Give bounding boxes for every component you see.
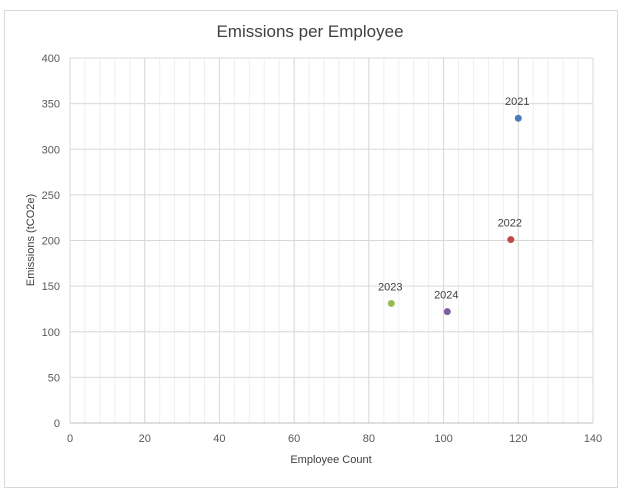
- y-tick-label: 250: [42, 190, 60, 202]
- scatter-point-2024: [443, 308, 451, 316]
- data-points: [387, 114, 522, 316]
- x-tick-label: 20: [139, 433, 151, 445]
- y-tick-label: 400: [42, 53, 60, 65]
- scatter-point-2023: [387, 299, 395, 307]
- chart-area: [4, 10, 618, 488]
- y-tick-label: 350: [42, 99, 60, 111]
- scatter-point-2021: [514, 114, 522, 122]
- y-tick-label: 300: [42, 144, 60, 156]
- x-tick-labels: 0 20 40 60 80 100 120 140: [67, 433, 602, 445]
- y-tick-label: 50: [48, 372, 60, 384]
- y-tick-label: 150: [42, 281, 60, 293]
- x-axis-title: Employee Count: [290, 454, 371, 466]
- scatter-point-2022: [507, 236, 515, 244]
- y-tick-label: 200: [42, 236, 60, 248]
- x-tick-label: 100: [434, 433, 452, 445]
- axis-lines: [69, 58, 593, 424]
- data-label-2024: 2024: [434, 290, 458, 302]
- x-tick-label: 140: [584, 433, 602, 445]
- data-label-2022: 2022: [498, 218, 522, 230]
- data-labels: 2021 2022 2023 2024: [378, 96, 529, 301]
- x-tick-label: 60: [288, 433, 300, 445]
- x-tick-label: 120: [509, 433, 527, 445]
- data-label-2023: 2023: [378, 281, 402, 293]
- y-axis-title: Emissions (tCO2e): [25, 194, 37, 286]
- data-label-2021: 2021: [505, 96, 529, 108]
- chart-title: Emissions per Employee: [216, 22, 403, 41]
- x-tick-label: 0: [67, 433, 73, 445]
- y-tick-labels: 0 50 100 150 200 250 300 350 400: [42, 53, 60, 430]
- y-tick-label: 100: [42, 327, 60, 339]
- major-gridlines: [69, 57, 594, 424]
- y-tick-label: 0: [54, 418, 60, 430]
- x-tick-label: 40: [213, 433, 225, 445]
- x-tick-label: 80: [363, 433, 375, 445]
